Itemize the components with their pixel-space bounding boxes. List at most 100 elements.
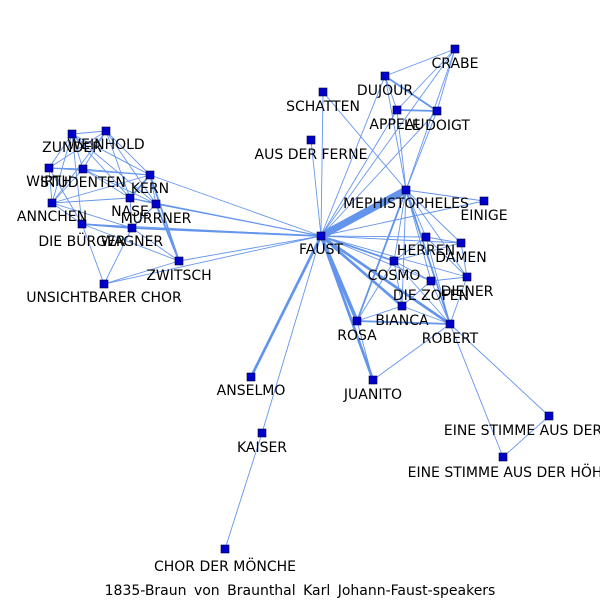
node-label-weinhold: WEINHOLD [67,137,144,153]
node-label-diener: DIENER [441,284,494,300]
node-ledoigt[interactable] [432,106,442,116]
node-crabe[interactable] [450,44,460,54]
edge-kaiser-chormoenche [224,432,263,550]
edge-rosa-robert [356,320,451,325]
edge-faust-nase [129,197,322,237]
edge-mephistopheles-rosa [356,189,407,322]
edge-robert-juanito [372,323,451,381]
edge-mephistopheles-dujour [384,75,407,191]
node-stimme1[interactable] [544,411,554,421]
node-faust[interactable] [316,231,326,241]
node-juanito[interactable] [368,375,378,385]
edge-mephistopheles-einige [405,189,485,202]
node-stimme2[interactable] [498,452,508,462]
edge-cosmo-rosa [356,260,395,322]
edge-faust-diener [320,235,468,278]
edge-ledoigt-crabe [436,48,456,112]
edge-nase-annchen [51,197,131,204]
edge-weinhold-nase [105,130,131,199]
edge-bianca-robert [401,305,451,325]
node-murrner[interactable] [151,199,161,209]
node-nase[interactable] [125,193,135,203]
edge-cosmo-bianca [393,260,403,307]
node-herren[interactable] [421,232,431,242]
node-label-robert: ROBERT [422,331,479,347]
node-label-schatten: SCHATTEN [286,99,360,115]
edge-diebuerger-unsichtbarer [81,223,105,285]
node-zunder[interactable] [67,129,77,139]
edge-zunder-wirth [48,133,73,169]
node-zwitsch[interactable] [174,256,184,266]
node-label-dujour: DUJOUR [357,83,413,99]
edge-weinhold-kern [105,130,151,176]
node-ausderferne[interactable] [306,135,316,145]
node-label-crabe: CRABE [432,56,479,72]
edge-annchen-diebuerger [51,202,83,225]
node-wirth[interactable] [44,163,54,173]
edge-dujour-crabe [384,48,456,77]
edge-nase-wagner [129,197,133,229]
node-diezofen[interactable] [426,276,436,286]
edge-faust-zwitsch [178,235,322,262]
node-label-rosa: ROSA [337,328,377,344]
edge-zwitsch-unsichtbarer [103,260,180,285]
node-cosmo[interactable] [389,256,399,266]
node-label-diebuerger: DIE BÜRGER [38,232,125,250]
node-label-anselmo: ANSELMO [217,383,286,399]
node-diebuerger[interactable] [77,219,87,229]
edge-faust-ausderferne [310,139,322,237]
node-einige[interactable] [479,196,489,206]
edge-zunder-murrner [71,133,157,205]
edge-faust-mephistopheles [317,186,410,240]
node-kaiser[interactable] [257,428,267,438]
node-rosa[interactable] [352,316,362,326]
edge-mephistopheles-bianca [401,189,407,307]
edge-damen-diener [460,242,468,278]
node-damen[interactable] [456,238,466,248]
edge-murrner-zwitsch [155,203,180,262]
edge-appeau-crabe [396,48,456,111]
edge-robert-stimme2 [449,323,504,458]
edge-weinhold-wirth [48,130,107,169]
edge-rosa-bianca [356,305,403,322]
edge-anselmo-faust [250,235,322,378]
node-label-stimme1: EINE STIMME AUS DER [444,423,600,439]
node-annchen[interactable] [47,198,57,208]
edge-dujour-appeau [384,75,398,111]
edge-diebuerger-zwitsch [81,223,180,262]
edge-faust-diezofen [320,235,432,282]
edge-studenten-nase [82,168,131,199]
edge-mephistopheles-appeau [396,109,407,191]
edge-mephistopheles-diener [405,189,468,278]
node-label-ausderferne: AUS DER FERNE [255,147,368,163]
edge-mephistopheles-robert [405,189,451,325]
node-label-cosmo: COSMO [368,268,421,284]
edge-herren-cosmo [393,236,427,262]
node-weinhold[interactable] [101,126,111,136]
edge-faust-herren [320,235,427,238]
node-schatten[interactable] [318,87,328,97]
node-studenten[interactable] [78,164,88,174]
node-dujour[interactable] [380,71,390,81]
node-label-stimme2: EINE STIMME AUS DER HÖH [408,463,600,481]
edge-mephistopheles-cosmo [393,189,407,262]
node-chormoenche[interactable] [220,544,230,554]
node-mephistopheles[interactable] [401,185,411,195]
node-kern[interactable] [145,170,155,180]
edge-diezofen-robert [430,280,451,325]
node-appeau[interactable] [392,105,402,115]
edge-robert-stimme1 [449,323,550,417]
node-unsichtbarer[interactable] [99,279,109,289]
edge-diezofen-bianca [401,280,432,307]
node-label-unsichtbarer: UNSICHTBARER CHOR [26,290,182,306]
edge-zunder-studenten [71,133,84,170]
node-wagner[interactable] [127,223,137,233]
edge-wirth-annchen [48,167,53,204]
edge-dujour-ledoigt [384,75,438,112]
node-anselmo[interactable] [246,372,256,382]
node-label-damen: DAMEN [435,250,487,266]
node-robert[interactable] [445,319,455,329]
node-bianca[interactable] [397,301,407,311]
node-diener[interactable] [462,272,472,282]
edge-mephistopheles-schatten [322,91,407,191]
